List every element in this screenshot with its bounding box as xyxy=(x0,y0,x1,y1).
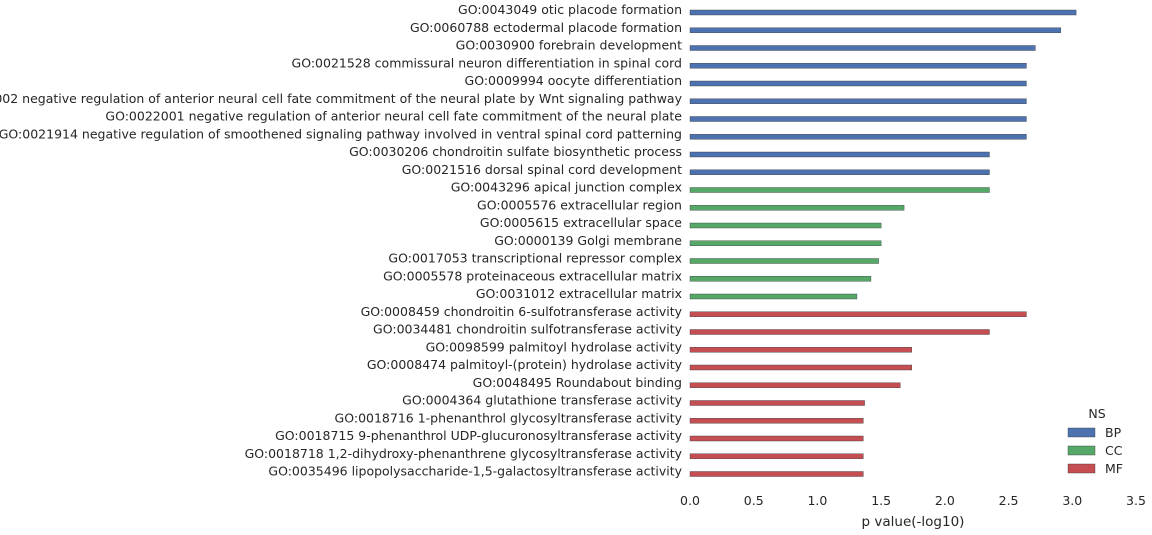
bar xyxy=(689,418,864,424)
legend-label: CC xyxy=(1105,443,1123,458)
bar xyxy=(689,45,1036,51)
category-label: GO:0005578 proteinaceous extracellular m… xyxy=(383,268,682,283)
bar xyxy=(689,471,864,477)
category-label: GO:0098599 palmitoyl hydrolase activity xyxy=(426,339,683,354)
bar xyxy=(689,364,912,371)
legend-swatch xyxy=(1067,463,1096,474)
x-tick-label: 0.5 xyxy=(744,493,764,508)
x-tick-label: 3.0 xyxy=(1062,493,1082,508)
category-label: GO:0017053 transcriptional repressor com… xyxy=(388,251,682,266)
category-label: GO:0009994 oocyte differentiation xyxy=(465,73,682,88)
category-label: GO:0018715 9-phenanthrol UDP-glucuronosy… xyxy=(275,428,682,443)
x-tick-label: 2.0 xyxy=(935,493,955,508)
x-tick-label: 1.0 xyxy=(807,493,827,508)
bar xyxy=(689,98,1027,104)
bar xyxy=(689,311,1027,317)
bar xyxy=(689,382,901,388)
category-label: GO:0018718 1,2-dihydroxy-phenanthrene gl… xyxy=(245,446,683,461)
bar xyxy=(689,240,882,246)
category-label: GO:0030900 forebrain development xyxy=(456,38,682,53)
bar xyxy=(689,169,990,175)
category-label: GO:0043296 apical junction complex xyxy=(451,180,682,195)
category-label: GO:0004364 glutathione transferase activ… xyxy=(402,393,682,408)
category-label: GO:0030206 chondroitin sulfate biosynthe… xyxy=(349,144,682,159)
category-label: GO:0022002 negative regulation of anteri… xyxy=(0,91,683,106)
category-label: GO:0008474 palmitoyl-(protein) hydrolase… xyxy=(367,357,683,372)
bar xyxy=(689,205,905,211)
bar xyxy=(689,400,865,406)
x-tick-label: 1.5 xyxy=(871,493,891,508)
bar xyxy=(689,9,1077,16)
category-label: GO:0000139 Golgi membrane xyxy=(494,233,682,248)
legend-swatch xyxy=(1067,427,1096,438)
category-label: GO:0021528 commissural neuron differenti… xyxy=(292,55,682,70)
category-label: GO:0005576 extracellular region xyxy=(477,197,682,212)
bar xyxy=(689,116,1027,122)
bar xyxy=(689,453,864,459)
bar xyxy=(689,80,1027,87)
category-label: GO:0043049 otic placode formation xyxy=(458,2,682,17)
bar xyxy=(689,347,912,353)
x-axis-title: p value(-log10) xyxy=(862,514,965,530)
bar xyxy=(689,151,990,158)
bar xyxy=(689,329,990,335)
bar xyxy=(689,134,1027,140)
x-ticks-group: 0.0 0.5 1.0 1.5 2.0 2.5 3.0 3.5 xyxy=(680,493,1146,508)
x-tick-label: 0.0 xyxy=(680,493,700,508)
x-tick-label: 2.5 xyxy=(999,493,1019,508)
legend-swatch xyxy=(1067,445,1096,456)
category-label: GO:0022001 negative regulation of anteri… xyxy=(105,109,682,124)
x-tick-label: 3.5 xyxy=(1126,493,1146,508)
category-label: GO:0021914 negative regulation of smooth… xyxy=(0,126,682,141)
category-label: GO:0031012 extracellular matrix xyxy=(476,286,682,301)
bar xyxy=(689,293,858,300)
legend: NS BP CC MF xyxy=(1067,406,1123,476)
bar xyxy=(689,27,1062,33)
bar xyxy=(689,435,864,442)
category-label: GO:0005615 extracellular space xyxy=(480,215,682,230)
category-label: GO:0008459 chondroitin 6-sulfotransferas… xyxy=(361,304,683,319)
bar xyxy=(689,276,872,282)
bar xyxy=(689,63,1027,69)
category-labels-group: GO:0043049 otic placode formation GO:0060… xyxy=(0,2,683,479)
bar xyxy=(689,258,879,264)
category-label: GO:0060788 ectodermal placode formation xyxy=(410,20,682,35)
category-label: GO:0035496 lipopolysaccharide-1,5-galact… xyxy=(268,464,682,479)
category-label: GO:0018716 1-phenanthrol glycosyltransfe… xyxy=(335,410,683,425)
legend-title: NS xyxy=(1088,406,1105,421)
bars-group xyxy=(689,9,1077,477)
category-label: GO:0021516 dorsal spinal cord developmen… xyxy=(402,162,682,177)
category-label: GO:0034481 chondroitin sulfotransferase … xyxy=(373,322,683,337)
bar xyxy=(689,187,990,193)
legend-label: BP xyxy=(1105,425,1122,440)
category-label: GO:0048495 Roundabout binding xyxy=(473,375,682,390)
legend-label: MF xyxy=(1105,461,1123,476)
bar xyxy=(689,222,882,229)
